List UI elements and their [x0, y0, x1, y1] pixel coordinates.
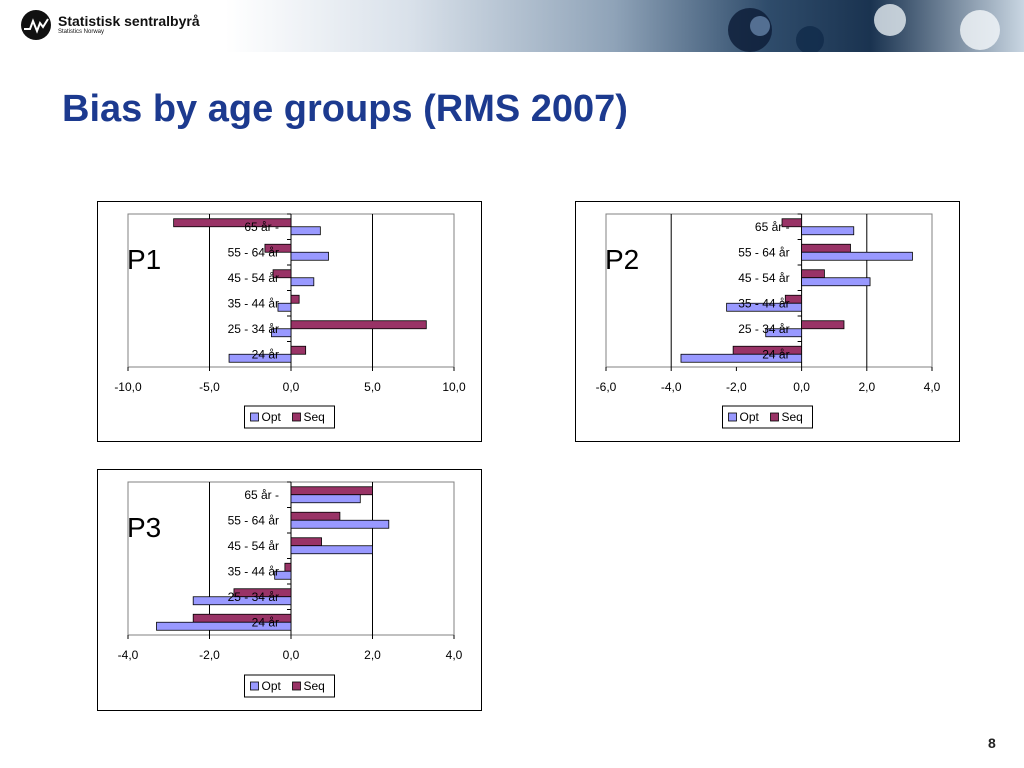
- x-tick-label: 5,0: [364, 380, 381, 394]
- plot-area: [605, 213, 933, 368]
- header-banner: Statistisk sentralbyrå Statistics Norway: [0, 0, 1024, 52]
- category-label: 55 - 64 år: [228, 513, 279, 527]
- bar-opt-4: [290, 519, 390, 529]
- x-tick-label: -6,0: [596, 380, 617, 394]
- bar-opt-2: [277, 302, 292, 312]
- legend: [722, 405, 813, 429]
- bar-opt-5: [801, 226, 855, 236]
- bar-seq-3: [801, 269, 825, 279]
- category-label: 45 - 54 år: [738, 271, 789, 285]
- legend-swatch-seq: [292, 412, 301, 422]
- bar-opt-3: [290, 545, 373, 555]
- legend: [244, 405, 335, 429]
- bar-opt-0: [228, 353, 292, 363]
- panel-label: P3: [127, 512, 161, 543]
- x-tick-label: 2,0: [858, 380, 875, 394]
- bar-opt-3: [290, 277, 315, 287]
- bar-opt-4: [801, 251, 913, 261]
- legend-swatch-opt: [250, 681, 259, 691]
- category-label: 24 år: [762, 347, 789, 361]
- bar-opt-5: [290, 226, 321, 236]
- x-tick-label: -2,0: [726, 380, 747, 394]
- category-label: 25 - 34 år: [228, 322, 279, 336]
- bar-opt-1: [192, 596, 292, 606]
- category-label: 35 - 44 år: [228, 564, 279, 578]
- x-tick-label: 0,0: [283, 380, 300, 394]
- category-label: 24 år: [252, 615, 279, 629]
- legend-label-seq: Seq: [304, 410, 325, 424]
- category-label: 45 - 54 år: [228, 271, 279, 285]
- x-tick-label: 2,0: [364, 648, 381, 662]
- legend-swatch-opt: [728, 412, 737, 422]
- legend-swatch-opt: [250, 412, 259, 422]
- category-label: 25 - 34 år: [738, 322, 789, 336]
- category-label: 55 - 64 år: [228, 245, 279, 259]
- x-tick-label: 0,0: [283, 648, 300, 662]
- legend-swatch-seq: [292, 681, 301, 691]
- bar-opt-1: [765, 328, 803, 338]
- category-label: 65 år -: [244, 488, 279, 502]
- bar-seq-3: [290, 537, 322, 547]
- bar-opt-4: [290, 251, 329, 261]
- bar-opt-5: [290, 494, 361, 504]
- bar-opt-1: [271, 328, 292, 338]
- bar-seq-4: [801, 243, 851, 253]
- bar-seq-1: [801, 320, 845, 330]
- category-label: 45 - 54 år: [228, 539, 279, 553]
- bar-seq-5: [781, 218, 802, 228]
- bar-seq-5: [290, 486, 373, 496]
- page-number: 8: [988, 735, 996, 751]
- bar-opt-0: [680, 353, 803, 363]
- slide-title: Bias by age groups (RMS 2007): [62, 88, 628, 130]
- legend: [244, 674, 335, 698]
- legend-label-seq: Seq: [304, 679, 325, 693]
- legend-label-opt: Opt: [262, 679, 282, 693]
- x-tick-label: -2,0: [199, 648, 220, 662]
- x-tick-label: 4,0: [924, 380, 941, 394]
- panel-label: P2: [605, 244, 639, 275]
- category-label: 25 - 34 år: [228, 590, 279, 604]
- bar-opt-3: [801, 277, 871, 287]
- panel-label: P1: [127, 244, 161, 275]
- banner-decoration-image: [728, 4, 1000, 52]
- bar-seq-4: [264, 243, 292, 253]
- category-label: 35 - 44 år: [738, 296, 789, 310]
- bar-seq-3: [272, 269, 292, 279]
- chart-p1: -10,0 -5,0 0,0 5,0 10,0 24 år 25 - 34 år 35 - 4…: [97, 201, 482, 442]
- bar-opt-2: [274, 570, 292, 580]
- category-label: 24 år: [252, 347, 279, 361]
- category-label: 35 - 44 år: [228, 296, 279, 310]
- category-label: 65 år -: [244, 220, 279, 234]
- x-tick-label: -4,0: [118, 648, 139, 662]
- bar-seq-1: [290, 320, 427, 330]
- legend-label-seq: Seq: [782, 410, 803, 424]
- x-tick-label: -4,0: [661, 380, 682, 394]
- legend-label-opt: Opt: [740, 410, 760, 424]
- category-label: 55 - 64 år: [738, 245, 789, 259]
- ssb-logo-icon: [21, 10, 51, 40]
- bar-seq-5: [173, 218, 292, 228]
- x-tick-label: 10,0: [442, 380, 466, 394]
- bar-seq-0: [290, 345, 307, 355]
- x-tick-label: 0,0: [793, 380, 810, 394]
- legend-swatch-seq: [770, 412, 779, 422]
- org-name: Statistisk sentralbyrå: [58, 13, 200, 29]
- chart-p2: -6,0 -4,0 -2,0 0,0 2,0 4,0 24 år 25 - 34 år 35 -…: [575, 201, 960, 442]
- org-subtitle: Statistics Norway: [58, 29, 105, 35]
- bar-opt-2: [726, 302, 802, 312]
- x-tick-label: 4,0: [446, 648, 463, 662]
- x-tick-label: -10,0: [114, 380, 142, 394]
- bar-seq-2: [290, 294, 300, 304]
- statistics-norway-logo: Statistisk sentralbyrå Statistics Norway: [20, 9, 200, 41]
- category-label: 65 år -: [755, 220, 790, 234]
- bar-opt-0: [156, 621, 292, 631]
- x-tick-label: -5,0: [199, 380, 220, 394]
- chart-p3: -4,0 -2,0 0,0 2,0 4,0 24 år 25 - 34 år 35 - 44 …: [97, 469, 482, 711]
- bar-seq-2: [284, 562, 292, 572]
- bar-seq-4: [290, 511, 341, 521]
- legend-label-opt: Opt: [262, 410, 282, 424]
